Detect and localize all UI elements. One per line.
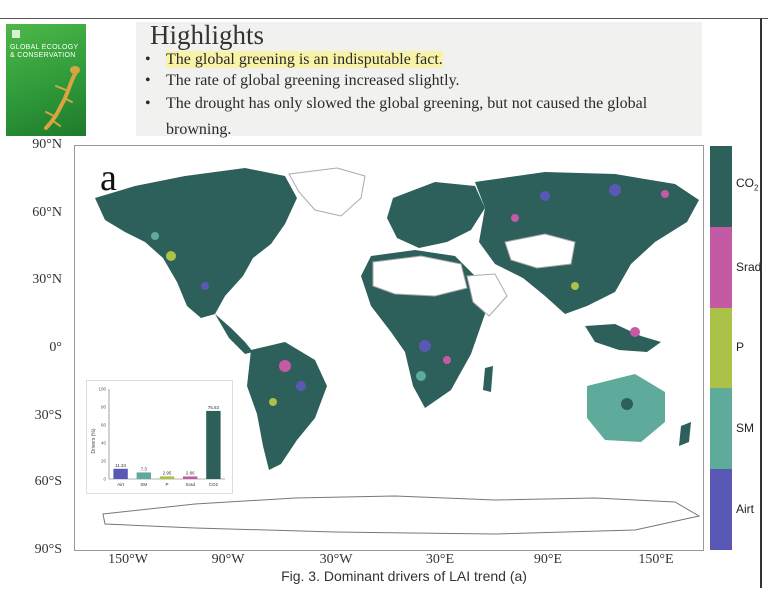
x-tick-label: 90°E [533,552,563,567]
gecko-icon [44,66,80,130]
central-america [215,314,253,354]
legend-segment-srad [710,227,732,308]
bullet-icon: • [145,72,151,89]
inset-bar-chart: Drivers (%) 0 20 40 60 80 100 11.34 Airt 7.3 SM 2.… [86,380,233,494]
y-tick-label: 0 [103,477,106,482]
sahara-desert [372,255,468,297]
map-canvas [95,167,701,535]
central-asia-desert [504,233,576,269]
legend-label-co2: CO2 [736,176,759,193]
y-tick-label: 40 [101,441,107,446]
y-tick-label: 60°S [34,474,62,489]
category-label: Srad [185,482,195,487]
asia [475,172,699,314]
highlight-text: The drought has only slowed the global g… [166,95,648,138]
highlight-item: • The global greening is an indisputable… [136,49,702,70]
driver-speckles [151,184,669,410]
bar-airt [113,468,128,479]
category-label: CO2 [209,482,219,487]
antarctica [102,495,701,535]
highlight-item: • The rate of global greening increased … [136,70,702,91]
legend-label-sm: SM [736,421,754,435]
north-america [95,168,297,318]
category-label: SM [140,482,147,487]
y-tick-label: 90°N [32,137,62,152]
legend-colorbar [710,146,732,550]
bar-p [159,476,175,479]
y-tick-label: 60 [101,423,107,428]
bar-chart-svg: Drivers (%) 0 20 40 60 80 100 11.34 Airt 7.3 SM 2.… [91,387,225,487]
highlight-text: The global greening is an indisputable f… [166,51,443,68]
legend-segment-sm [710,388,732,469]
world-map [74,145,704,551]
highlights-panel: Highlights • The global greening is an i… [136,20,702,138]
y-axis-label: Drivers (%) [91,428,97,453]
y-tick-label: 60°N [32,205,62,220]
new-zealand [679,422,691,446]
arabia [466,273,508,317]
legend-segment-co2 [710,146,732,227]
maritime-southeast-asia [585,324,661,352]
y-tick-label: 0° [49,340,62,355]
y-tick-label: 30°N [32,272,62,287]
bar-sm [136,472,151,479]
legend-segment-p [710,308,732,388]
madagascar [483,366,493,392]
south-america [247,342,327,470]
top-border [0,0,768,19]
highlight-item: • The drought has only slowed the global… [136,91,702,143]
europe [387,182,485,248]
bar-srad [183,476,198,479]
bar-value-label: 2.86 [186,470,195,475]
journal-cover-image: GLOBAL ECOLOGY & CONSERVATION [6,24,86,136]
x-tick-label: 150°W [108,552,148,567]
x-tick-label: 90°W [211,552,245,567]
right-border [760,18,762,588]
figure-caption: Fig. 3. Dominant drivers of LAI trend (a… [0,568,768,584]
bar-value-label: 11.34 [115,463,126,468]
legend-label-srad: Srad [736,260,762,274]
y-tick-label: 30°S [34,408,62,423]
x-tick-label: 30°E [425,552,455,567]
publisher-logo-icon [12,30,20,38]
bar-value-label: 75.63 [208,405,220,410]
figure-caption-text: Fig. 3. Dominant drivers of LAI trend (a… [281,568,527,584]
y-tick-label: 100 [98,387,106,392]
highlights-list: • The global greening is an indisputable… [136,49,702,143]
legend-segment-airt [710,469,732,550]
highlight-text: The rate of global greening increased sl… [166,72,460,89]
bar-value-label: 7.3 [141,466,148,471]
legend-label-airt: Airt [736,502,754,516]
bar-value-label: 2.95 [163,470,172,475]
category-label: P [165,482,168,487]
greenland [288,167,366,217]
panel-label: a [100,157,117,199]
y-tick-label: 90°S [34,542,62,557]
category-label: Airt [117,482,124,487]
x-tick-label: 30°W [319,552,353,567]
x-tick-label: 150°E [638,552,674,567]
y-tick-label: 20 [101,459,107,464]
cover-title: GLOBAL ECOLOGY & CONSERVATION [10,44,79,59]
bullet-icon: • [145,51,151,68]
highlights-title: Highlights [150,20,265,50]
y-tick-label: 80 [101,405,107,410]
legend-label-p: P [736,340,745,354]
bullet-icon: • [145,95,151,112]
bar-co2 [206,410,221,479]
